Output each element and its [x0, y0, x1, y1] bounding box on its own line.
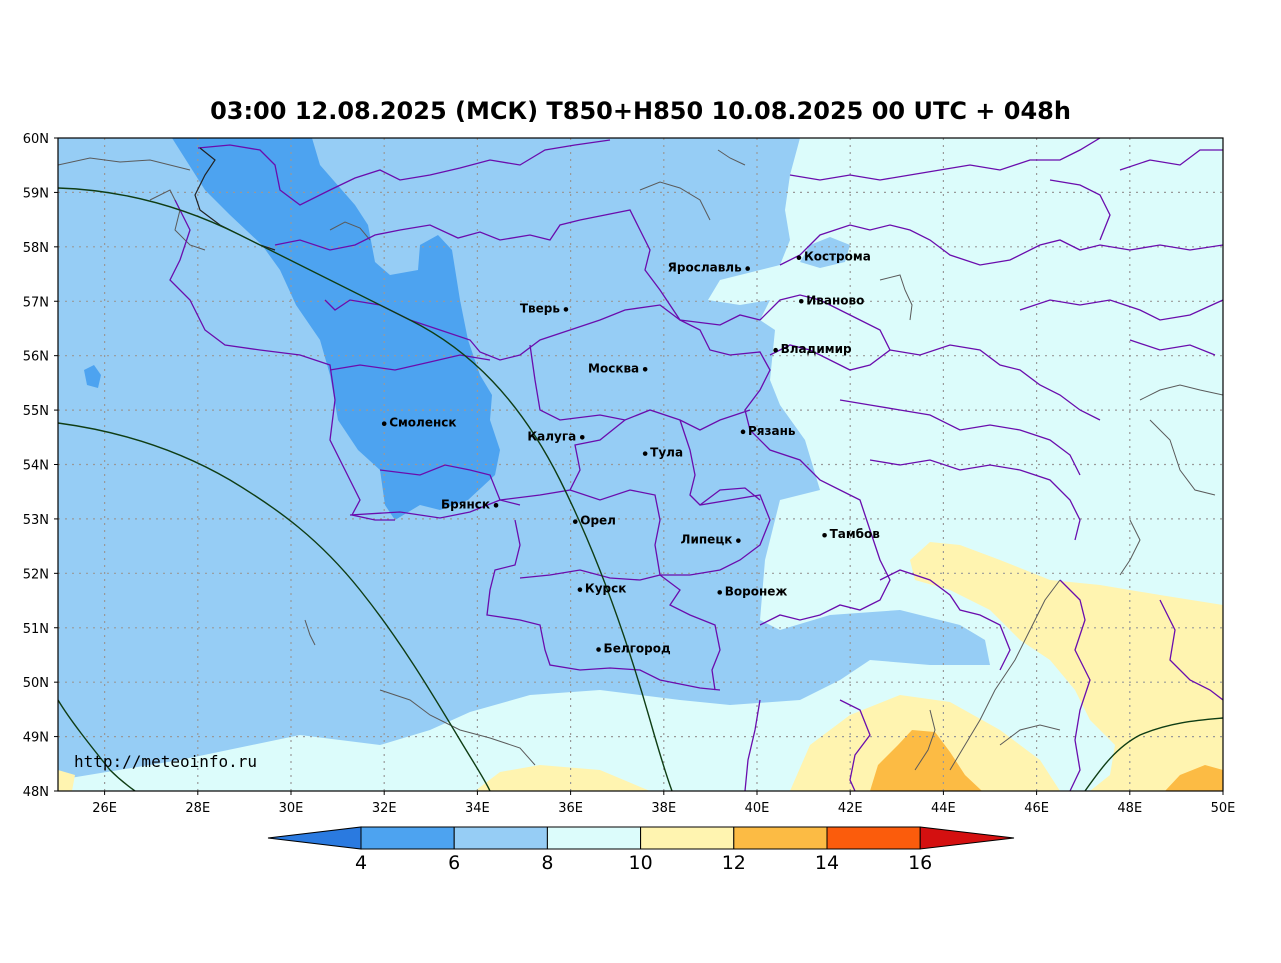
city-label: Тверь — [520, 301, 561, 315]
lat-label: 49N — [23, 731, 49, 746]
city-label: Курск — [585, 582, 626, 596]
city-dot — [740, 429, 746, 435]
city-dot — [577, 587, 583, 592]
lon-label: 48E — [1117, 801, 1142, 816]
city-label: Белгород — [604, 642, 671, 656]
city-label: Калуга — [527, 429, 576, 443]
lat-label: 54N — [23, 459, 49, 474]
city-label: Москва — [588, 361, 639, 375]
colorbar: 4 6 8 10 12 14 16 — [267, 826, 1015, 874]
city-label: Орел — [580, 514, 616, 528]
source-url[interactable]: http://meteoinfo.ru — [74, 752, 258, 771]
city-label: Воронеж — [725, 584, 788, 598]
lon-label: 34E — [465, 801, 490, 816]
lat-label: 57N — [23, 295, 49, 310]
field-12-14-west-corner — [58, 770, 75, 791]
city-dot — [745, 266, 750, 271]
field-12-14-southwest — [475, 765, 650, 791]
isohypse-contours — [58, 187, 1223, 791]
city-dot — [596, 647, 601, 652]
map-title: 03:00 12.08.2025 (МСК) T850+H850 10.08.2… — [210, 97, 1071, 125]
colorbar-segment — [733, 826, 828, 850]
city-label: Тула — [650, 446, 683, 460]
lat-label: 51N — [23, 622, 49, 637]
colorbar-tick-label: 10 — [629, 852, 653, 874]
lon-label: 46E — [1024, 801, 1049, 816]
colorbar-high-arrow — [919, 826, 1015, 850]
city-dot — [563, 307, 569, 312]
lat-label: 55N — [23, 404, 49, 419]
city-label: Брянск — [441, 497, 490, 511]
lon-label: 38E — [651, 801, 676, 816]
colorbar-tick-label: 14 — [815, 852, 839, 874]
city-dot — [717, 590, 723, 595]
city-label: Тамбов — [830, 527, 881, 541]
lat-label: 56N — [23, 350, 49, 365]
grid-lines — [58, 138, 1223, 791]
colorbar-low-arrow — [267, 826, 362, 850]
colorbar-tick-label: 12 — [722, 852, 746, 874]
lat-label: 58N — [23, 241, 49, 256]
field-14-16-b — [1165, 765, 1223, 791]
city-label: Кострома — [804, 250, 871, 264]
city-label: Липецк — [681, 533, 733, 547]
field-6-8-small-blob — [84, 365, 101, 388]
colorbar-segment — [640, 826, 735, 850]
lon-label: 28E — [185, 801, 210, 816]
field-10-12-east — [58, 138, 1223, 791]
city-label: Иваново — [806, 293, 864, 307]
city-dot — [642, 366, 648, 372]
latitude-axis: 60N 59N 58N 57N 56N 55N 54N 53N 52N 51N 50N 49N 48N — [23, 132, 58, 800]
field-8-10-kostroma — [800, 237, 850, 268]
longitude-axis: 26E 28E 30E 32E 34E 36E 38E 40E 42E 44E 46E 48E 50E — [92, 791, 1235, 816]
lon-label: 40E — [745, 801, 770, 816]
lon-label: 50E — [1211, 801, 1236, 816]
city-dot — [572, 519, 578, 524]
lon-label: 30E — [279, 801, 304, 816]
field-12-14-southeast — [910, 542, 1223, 791]
colorbar-tick-label: 8 — [541, 852, 553, 874]
colorbar-segment — [453, 826, 548, 850]
colorbar-tick-label: 16 — [908, 852, 932, 874]
lat-label: 53N — [23, 513, 49, 528]
colorbar-segment — [546, 826, 642, 850]
field-6-8-smolensk — [172, 138, 500, 520]
city-dot — [798, 298, 804, 304]
lat-label: 48N — [23, 785, 49, 800]
city-dot — [773, 347, 778, 353]
city-dot — [642, 451, 648, 456]
colorbar-segment — [826, 826, 921, 850]
lon-label: 32E — [372, 801, 397, 816]
lon-label: 36E — [558, 801, 583, 816]
region-borders — [169, 138, 1223, 791]
lat-label: 60N — [23, 132, 49, 147]
field-14-16-a — [870, 730, 982, 791]
city-dot — [493, 503, 499, 508]
lon-label: 44E — [931, 801, 956, 816]
city-dot — [822, 532, 827, 538]
city-label: Владимир — [781, 342, 852, 356]
cities: Ярославль Кострома Иваново Тверь Владимир Мос… — [381, 250, 881, 656]
lat-label: 59N — [23, 186, 49, 201]
colorbar-segment — [360, 826, 455, 850]
lat-label: 52N — [23, 567, 49, 582]
city-label: Ярославль — [668, 261, 742, 275]
lon-label: 42E — [838, 801, 863, 816]
lat-label: 50N — [23, 676, 49, 691]
city-dot — [381, 421, 387, 426]
colorbar-tick-label: 4 — [355, 852, 367, 874]
city-dot — [736, 538, 741, 543]
colorbar-tick-label: 6 — [448, 852, 460, 874]
rivers — [58, 149, 1223, 771]
city-label: Смоленск — [389, 416, 456, 430]
city-dot — [579, 434, 585, 440]
lon-label: 26E — [92, 801, 117, 816]
city-label: Рязань — [748, 424, 796, 438]
city-dot — [796, 255, 802, 261]
